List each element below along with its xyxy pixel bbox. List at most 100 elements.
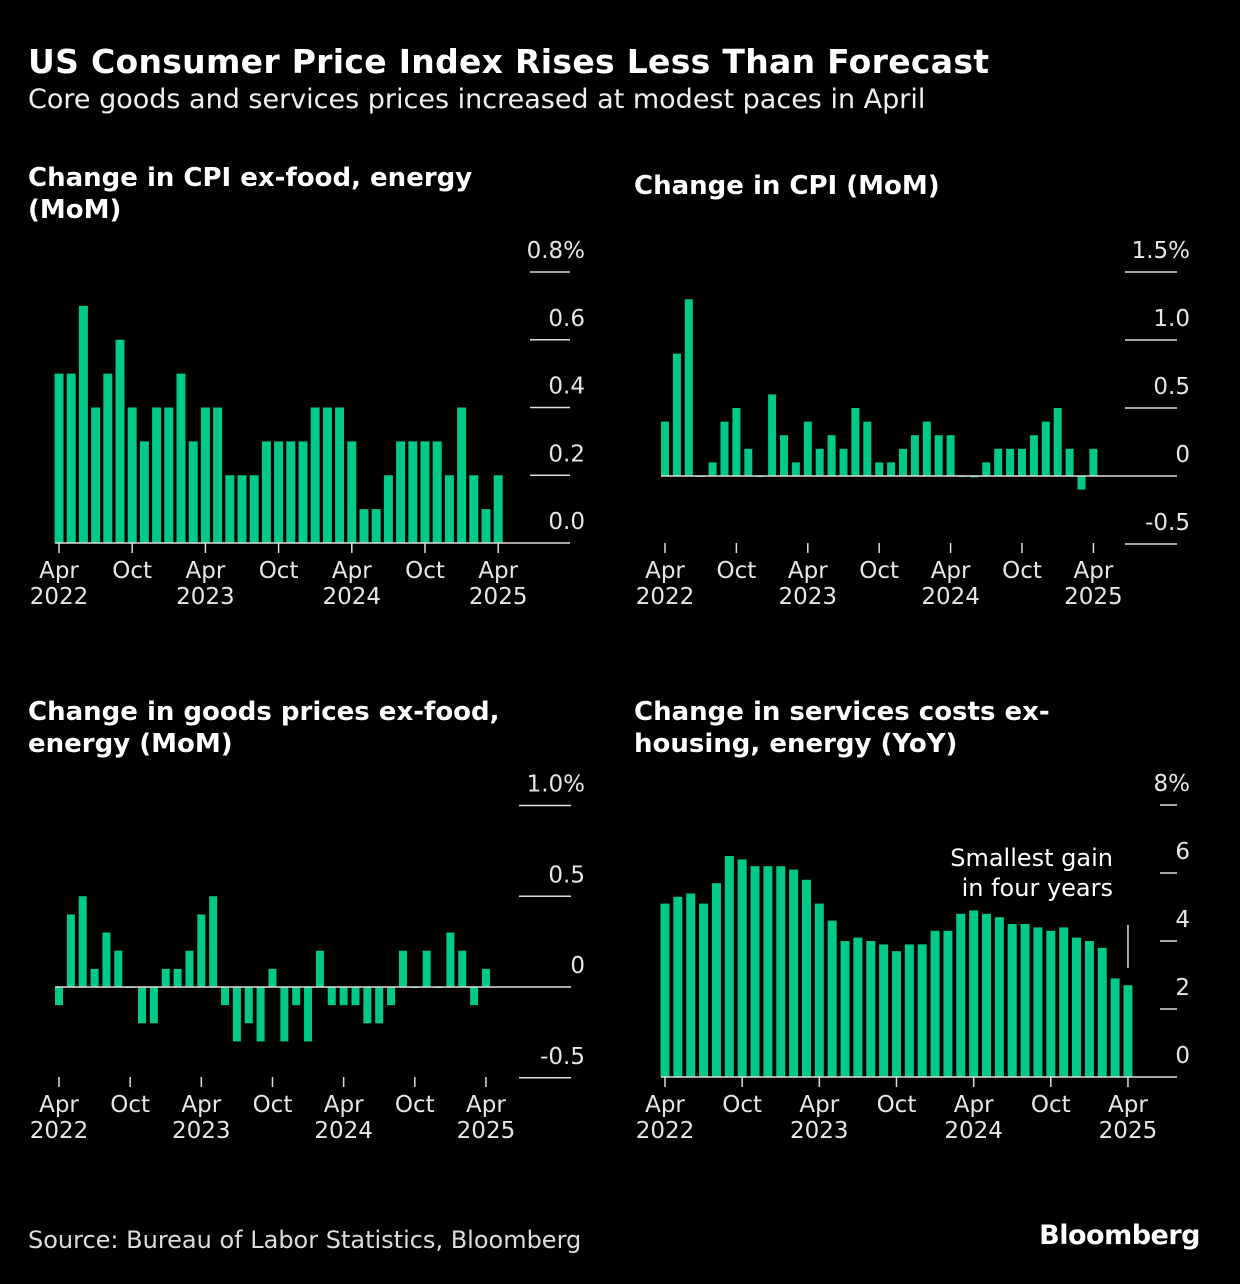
bar — [1053, 408, 1062, 476]
bar — [173, 968, 182, 987]
bar — [789, 869, 799, 1077]
bar — [176, 373, 186, 543]
y-tick-label: 2 — [1175, 975, 1190, 1001]
bar — [768, 394, 777, 476]
bar — [164, 407, 174, 543]
x-tick-label: Oct — [722, 1092, 762, 1118]
x-tick-label-year: 2023 — [779, 584, 838, 610]
bar — [139, 441, 149, 543]
bar — [446, 932, 455, 987]
bar — [339, 987, 348, 1006]
x-tick-label: Apr — [186, 558, 226, 584]
bar — [1018, 448, 1026, 476]
bar — [673, 896, 683, 1077]
bar — [930, 930, 940, 1077]
y-tick-label: 0.6 — [548, 306, 585, 332]
bar — [982, 913, 991, 1077]
bar — [383, 475, 393, 543]
bar — [188, 441, 198, 543]
bar — [78, 305, 88, 543]
bar — [724, 856, 734, 1077]
bar — [469, 475, 479, 543]
bar — [408, 441, 418, 543]
bar — [672, 353, 681, 476]
bar — [244, 987, 253, 1024]
y-tick-label: -0.5 — [540, 1044, 585, 1070]
bar — [814, 903, 824, 1077]
x-tick-label: Apr — [645, 558, 685, 584]
bar — [994, 448, 1003, 476]
bar — [737, 859, 747, 1077]
bar — [78, 896, 87, 987]
bar — [66, 373, 76, 543]
bar — [851, 408, 860, 476]
bar — [347, 441, 357, 543]
bar — [684, 299, 693, 476]
chart-title: US Consumer Price Index Rises Less Than … — [28, 42, 990, 81]
x-tick-label: Apr — [788, 558, 828, 584]
x-tick-label: Oct — [717, 558, 757, 584]
x-tick-label: Oct — [112, 558, 152, 584]
x-tick-label: Oct — [1002, 558, 1042, 584]
x-tick-label: Apr — [324, 1092, 364, 1118]
y-tick-label: 0 — [1175, 1043, 1190, 1069]
bar — [54, 373, 64, 543]
panel-title-core-goods: Change in goods prices ex-food, energy (… — [28, 697, 500, 759]
bar — [387, 987, 396, 1006]
y-tick-label: 0 — [1175, 442, 1190, 468]
y-tick-label: 0.0 — [548, 509, 585, 535]
x-tick-label-year: 2022 — [30, 1118, 89, 1144]
bar — [103, 373, 113, 543]
x-tick-label-year: 2024 — [314, 1118, 373, 1144]
bar — [956, 913, 966, 1077]
x-tick-label: Apr — [799, 1092, 839, 1118]
source-note: Source: Bureau of Labor Statistics, Bloo… — [28, 1226, 582, 1254]
bar — [1077, 476, 1086, 490]
bar — [292, 987, 301, 1006]
bar — [268, 968, 277, 987]
bar — [359, 509, 369, 543]
x-tick-label: Oct — [253, 1092, 293, 1118]
bar — [1072, 937, 1082, 1077]
bloomberg-logo: Bloomberg — [1039, 1220, 1200, 1251]
x-tick-label: Apr — [1074, 558, 1114, 584]
bar — [470, 987, 479, 1006]
x-tick-label-year: 2024 — [921, 584, 980, 610]
bar — [1059, 927, 1069, 1077]
bar — [943, 930, 953, 1077]
bar — [138, 987, 147, 1024]
x-tick-label: Oct — [859, 558, 899, 584]
bar — [115, 339, 125, 543]
x-tick-label-year: 2024 — [944, 1118, 1003, 1144]
x-tick-label: Apr — [645, 1092, 685, 1118]
bar — [863, 421, 872, 476]
chart-subtitle: Core goods and services prices increased… — [28, 84, 926, 115]
bar — [398, 950, 407, 987]
bar — [161, 968, 170, 987]
bar — [396, 441, 406, 543]
annotation-text: in four years — [962, 874, 1113, 902]
bar — [827, 435, 836, 476]
bar — [899, 448, 907, 476]
bar — [660, 903, 670, 1077]
bar — [200, 407, 210, 543]
bar — [310, 407, 320, 543]
bar — [1084, 941, 1094, 1077]
panel-title-services: Change in services costs ex-housing, ene… — [634, 697, 1050, 759]
x-tick-label: Apr — [1108, 1092, 1148, 1118]
y-tick-label: 0 — [570, 953, 585, 979]
x-tick-label: Apr — [478, 558, 518, 584]
bar — [839, 448, 848, 476]
bar — [422, 950, 431, 987]
x-tick-label: Oct — [110, 1092, 150, 1118]
bar — [732, 408, 741, 476]
bar — [457, 407, 467, 543]
bar — [261, 441, 271, 543]
y-tick-label: 4 — [1175, 907, 1190, 933]
bar — [197, 914, 206, 987]
bar — [1089, 448, 1098, 476]
bar — [335, 407, 345, 543]
bar — [946, 435, 955, 476]
bar — [922, 421, 931, 476]
